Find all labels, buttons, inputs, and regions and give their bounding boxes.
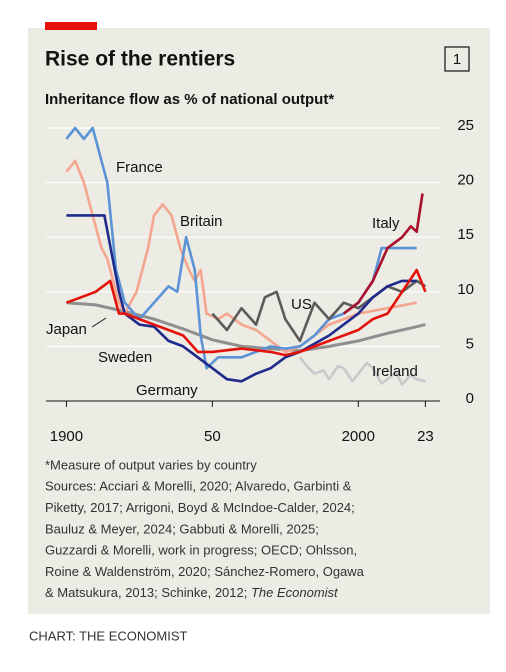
series-label: Britain (180, 213, 223, 230)
series-label: Germany (136, 382, 198, 399)
y-tick-label: 5 (466, 335, 474, 352)
y-tick-label: 20 (457, 172, 474, 189)
badge-box (444, 46, 470, 72)
red-tag (45, 22, 97, 30)
panel (28, 28, 490, 614)
note-line: Piketty, 2017; Arrigoni, Boyd & McIndoe-… (45, 500, 355, 515)
series-line (211, 279, 427, 343)
x-tick-label: 50 (204, 428, 221, 445)
note-line: Roine & Waldenström, 2020; Sánchez-Romer… (45, 564, 365, 579)
note-line: Sources: Acciari & Morelli, 2020; Alvare… (45, 479, 352, 494)
series-label: Italy (372, 215, 400, 232)
series-label: Japan (46, 321, 87, 338)
y-tick-label: 10 (457, 281, 474, 298)
badge: 1 (453, 51, 461, 68)
series-line (66, 301, 426, 353)
series-label: Ireland (372, 363, 418, 380)
series-line (342, 193, 424, 315)
series-label: Sweden (98, 349, 152, 366)
series-line (65, 268, 427, 357)
source: CHART: THE ECONOMIST (29, 628, 187, 643)
note-italic: The Economist (251, 585, 339, 600)
note-line: *Measure of output varies by country (45, 457, 257, 472)
series-label: US (291, 296, 312, 313)
x-tick-label: 1900 (50, 428, 83, 445)
note-line: Bauluz & Meyer, 2024; Gabbuti & Morelli,… (45, 521, 319, 536)
series-line (298, 356, 426, 386)
leader-line (91, 317, 107, 328)
subtitle: Inheritance flow as % of national output… (45, 91, 334, 108)
series-label: France (116, 159, 163, 176)
x-tick-label: 2000 (342, 428, 375, 445)
y-tick-label: 0 (466, 390, 474, 407)
y-tick-label: 25 (457, 117, 474, 134)
y-tick-label: 15 (457, 226, 474, 243)
chart-title: Rise of the rentiers (45, 48, 235, 71)
series-line (66, 214, 417, 383)
series-line (65, 159, 417, 354)
note-line: Guzzardi & Morelli, work in progress; OE… (45, 543, 357, 558)
note-line: & Matsukura, 2013; Schinke, 2012; The Ec… (45, 585, 339, 600)
x-tick-label: 23 (417, 428, 434, 445)
